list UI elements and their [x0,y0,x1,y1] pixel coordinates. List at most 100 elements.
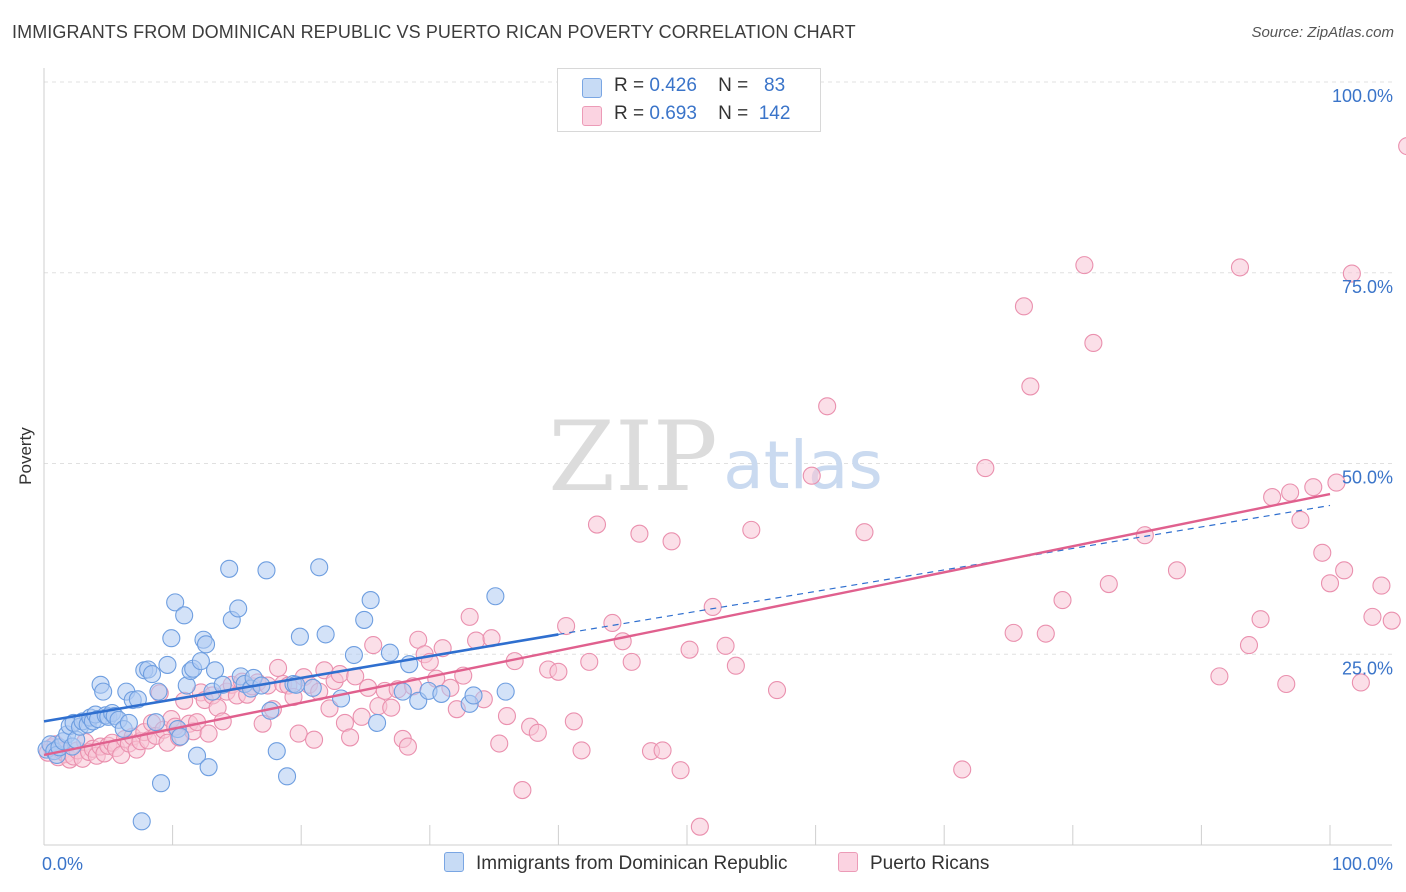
dominican-point [290,627,309,646]
legend-r-value-puerto-rican: 0.693 [649,103,697,124]
dominican-point [220,559,239,578]
puerto-rican-point [1053,591,1072,610]
puerto-rican-point [513,781,532,800]
puerto-rican-point [1382,611,1401,630]
series-dominican-republic [37,558,515,831]
legend-row-puerto-rican: R = 0.693 N = 142 [558,102,820,130]
dominican-point [166,593,185,612]
puerto-rican-point [398,737,417,756]
puerto-rican-point [490,734,509,753]
x-tick-label-min: 0.0% [42,854,83,874]
puerto-rican-point [549,662,568,681]
legend-n-label: N = [718,75,749,96]
legend-n-value-dominican: 83 [764,75,786,96]
puerto-rican-point [175,691,194,710]
puerto-rican-point [855,523,874,542]
gridlines [44,81,1392,846]
puerto-rican-point [1304,478,1323,497]
dominican-point [199,758,218,777]
y-tick-label: 50.0% [1342,468,1393,488]
puerto-rican-point [1372,576,1391,595]
dominican-point [310,558,329,577]
dominican-point [368,713,387,732]
puerto-rican-point [622,652,641,671]
puerto-rican-point [671,761,690,780]
legend-swatch-blue [582,78,602,98]
puerto-rican-point [1320,574,1340,593]
dominican-point [213,675,232,694]
puerto-rican-point [1281,483,1300,502]
dominican-point [132,812,151,831]
puerto-rican-point [653,741,672,760]
puerto-rican-point [953,760,972,779]
legend-label-dominican: Immigrants from Dominican Republic [476,853,788,874]
tick-labels: 25.0% 50.0% 75.0% 100.0% 0.0% 100.0% [42,86,1393,874]
dominican-point [94,682,113,701]
dominican-point [486,587,505,606]
puerto-rican-point [352,707,371,726]
legend-swatch-pink [582,106,602,126]
dominican-point [432,684,451,703]
puerto-rican-point [587,515,607,534]
puerto-rican-point [1084,333,1103,352]
puerto-rican-point [269,658,288,678]
puerto-rican-point [213,712,232,731]
puerto-rican-point [341,728,360,747]
puerto-rican-point [703,597,722,616]
watermark-zip: ZIP [548,401,717,513]
legend-item-dominican: Immigrants from Dominican Republic [444,852,788,875]
legend-label-puerto-rican: Puerto Ricans [870,853,990,874]
puerto-rican-point [742,520,761,539]
trend-lines [43,492,1331,757]
puerto-rican-point [630,524,649,543]
y-axis-label: Poverty [16,427,35,485]
puerto-rican-point [557,616,576,636]
puerto-rican-point [603,613,622,633]
dominican-point [257,561,276,580]
legend-swatch-pink [838,852,858,872]
puerto-rican-point [1099,575,1118,594]
dominican-trend-line [43,633,559,723]
dominican-point [158,655,177,674]
puerto-rican-point [1351,673,1370,692]
puerto-rican-point [1036,624,1055,643]
dominican-point [464,686,483,705]
dominican-point [316,625,335,644]
watermark-atlas: atlas [723,427,883,504]
puerto-rican-point [680,640,699,659]
dominican-point [191,652,210,671]
puerto-rican-point [802,466,821,485]
dominican-point [151,774,171,793]
dominican-point [142,665,162,684]
dominican-point [187,746,207,765]
dominican-point [162,629,181,648]
puerto-rican-point [1210,667,1229,686]
dominican-point [146,713,165,732]
puerto-rican-point [1277,674,1296,694]
y-tick-label: 100.0% [1332,86,1393,106]
watermark: ZIP atlas [548,401,882,513]
puerto-rican-point [580,652,599,671]
dominican-point [344,645,363,665]
y-tick-label: 25.0% [1342,658,1393,678]
puerto-rican-point [1335,561,1354,580]
dominican-point [119,713,138,732]
puerto-rican-point [1363,607,1382,626]
dominican-trend-extension [558,504,1331,636]
dominican-point [393,682,412,701]
puerto-rican-point [976,459,995,478]
x-tick-label-max: 100.0% [1332,854,1393,874]
dominican-point [496,682,515,701]
puerto-rican-point [1313,543,1332,562]
source-credit: Source: ZipAtlas.com [1251,24,1394,41]
puerto-rican-point [564,712,583,731]
puerto-rican-point [1291,510,1310,530]
dominican-point [205,661,225,680]
dominican-point [175,606,194,625]
dominican-point [229,599,248,618]
puerto-rican-point [1021,377,1040,396]
legend-swatch-blue [444,852,464,872]
puerto-rican-point [460,607,479,626]
puerto-rican-point [528,723,547,742]
